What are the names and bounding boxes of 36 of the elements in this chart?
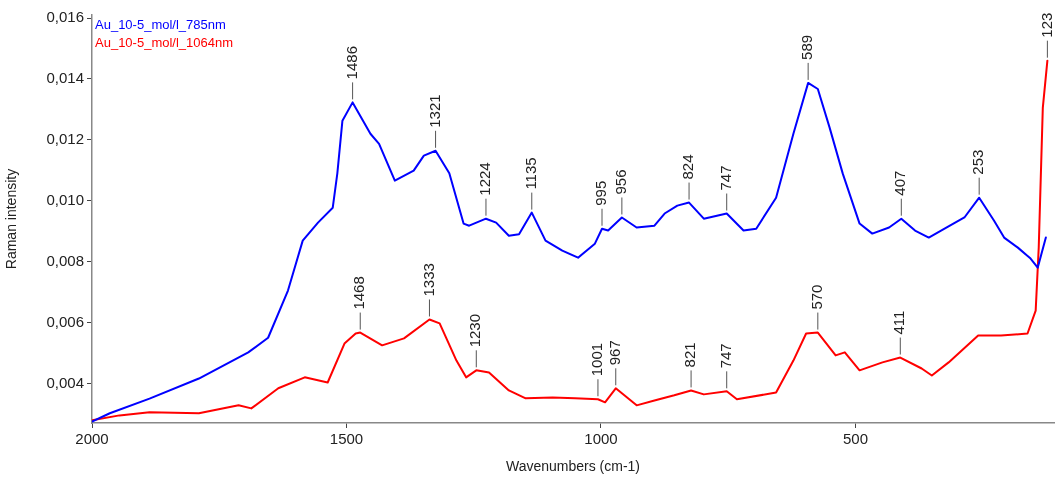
annotation: 1333 xyxy=(419,263,437,297)
x-tick-label: 1000 xyxy=(584,430,618,448)
annotation: 570 xyxy=(807,284,825,310)
annotation: 821 xyxy=(681,342,699,368)
annotation: 747 xyxy=(716,343,734,369)
annotation: 253 xyxy=(969,149,987,175)
y-tick-label: 0,014 xyxy=(46,69,84,87)
annotation: 589 xyxy=(798,34,816,60)
annotation: 1486 xyxy=(342,46,360,80)
y-tick-label: 0,006 xyxy=(46,312,84,330)
y-tick-label: 0,004 xyxy=(46,373,84,391)
annotation: 1230 xyxy=(466,313,484,348)
y-tick-label: 0,008 xyxy=(46,251,84,269)
annotation: 1468 xyxy=(350,276,368,310)
x-tick-label: 1500 xyxy=(329,430,364,448)
y-tick-label: 0,012 xyxy=(46,129,84,147)
text: Au_10-5_mol/l_785nm xyxy=(95,17,226,33)
y-tick-label: 0,010 xyxy=(46,190,84,208)
y-axis-title: Raman intensity xyxy=(3,168,20,270)
annotation: 967 xyxy=(605,340,623,366)
y-tick-label: 0,016 xyxy=(46,8,84,26)
text: Au_10-5_mol/l_1064nm xyxy=(95,35,234,51)
annotation: 747 xyxy=(716,165,734,191)
x-tick-label: 2000 xyxy=(75,430,109,448)
annotation: 407 xyxy=(891,170,909,196)
annotation: 1001 xyxy=(588,342,606,377)
annotation: 123 xyxy=(1037,12,1055,38)
x-axis-title: Wavenumbers (cm-1) xyxy=(505,458,641,475)
annotation: 411 xyxy=(890,310,908,335)
annotation: 1321 xyxy=(425,94,443,128)
annotation: 1135 xyxy=(521,157,539,190)
annotation: 956 xyxy=(612,169,629,195)
annotation: 824 xyxy=(679,154,697,180)
annotation: 1224 xyxy=(476,162,494,196)
x-tick-label: 500 xyxy=(842,430,869,448)
annotation: 995 xyxy=(592,180,610,206)
